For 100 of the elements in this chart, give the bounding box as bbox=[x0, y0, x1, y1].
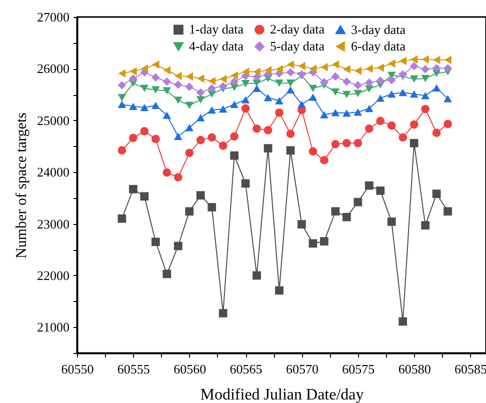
point bbox=[162, 270, 172, 278]
x-tick-label: 60565 bbox=[230, 362, 262, 376]
point bbox=[151, 86, 160, 94]
point bbox=[366, 64, 373, 73]
point bbox=[444, 207, 452, 216]
point bbox=[398, 88, 408, 96]
point bbox=[151, 102, 160, 110]
point bbox=[286, 86, 295, 94]
point bbox=[388, 59, 396, 68]
point bbox=[208, 133, 216, 142]
point bbox=[298, 100, 306, 108]
point bbox=[331, 207, 340, 216]
point bbox=[162, 112, 172, 119]
y-tick-label: 27000 bbox=[37, 10, 70, 24]
y-tick-label: 21000 bbox=[37, 320, 70, 335]
point bbox=[421, 92, 430, 100]
point bbox=[186, 72, 193, 81]
point bbox=[410, 138, 418, 148]
point bbox=[185, 207, 194, 216]
point bbox=[208, 76, 216, 86]
point bbox=[140, 104, 149, 112]
legend-label: 2-day data bbox=[270, 22, 325, 37]
point bbox=[264, 126, 272, 134]
point bbox=[218, 105, 228, 113]
point bbox=[342, 212, 351, 222]
point bbox=[140, 64, 148, 73]
legend-label: 3-day data bbox=[351, 22, 406, 37]
point bbox=[354, 81, 362, 90]
point bbox=[230, 77, 238, 86]
point bbox=[218, 142, 228, 150]
y-axis-title: Number of space targets bbox=[14, 112, 30, 258]
point bbox=[432, 128, 441, 137]
point bbox=[252, 72, 261, 82]
legend-label: 6-day data bbox=[351, 38, 406, 54]
point bbox=[174, 72, 182, 80]
point bbox=[129, 184, 138, 194]
point bbox=[298, 62, 306, 70]
point bbox=[364, 181, 374, 190]
point bbox=[151, 238, 160, 246]
point bbox=[252, 271, 261, 280]
point bbox=[320, 237, 328, 246]
point bbox=[308, 84, 318, 92]
y-tick-label: 25000 bbox=[37, 112, 70, 128]
point bbox=[252, 84, 261, 92]
point bbox=[151, 73, 160, 82]
point bbox=[410, 75, 418, 83]
point bbox=[286, 80, 295, 87]
point bbox=[364, 124, 374, 133]
point bbox=[230, 151, 238, 160]
point bbox=[376, 94, 385, 102]
point bbox=[399, 56, 406, 66]
point bbox=[241, 104, 250, 113]
point bbox=[421, 74, 430, 82]
point bbox=[320, 62, 328, 72]
point bbox=[398, 133, 408, 142]
point bbox=[387, 76, 396, 84]
point bbox=[376, 63, 384, 72]
x-tick-label: 60580 bbox=[398, 362, 431, 376]
point bbox=[309, 64, 317, 73]
point bbox=[162, 168, 172, 177]
point bbox=[242, 68, 250, 76]
point bbox=[286, 60, 294, 69]
point bbox=[410, 120, 418, 129]
point bbox=[320, 111, 328, 118]
y-tick-label: 22000 bbox=[37, 268, 70, 283]
point bbox=[286, 146, 295, 155]
point bbox=[432, 64, 441, 72]
point bbox=[286, 130, 295, 138]
point bbox=[331, 109, 340, 116]
legend-label: 5-day data bbox=[270, 38, 325, 54]
point bbox=[387, 90, 396, 98]
point bbox=[185, 148, 194, 158]
point bbox=[343, 65, 350, 74]
point bbox=[398, 70, 408, 79]
point bbox=[118, 214, 126, 223]
x-tick-label: 60550 bbox=[61, 362, 94, 376]
point bbox=[332, 60, 340, 69]
point bbox=[174, 80, 182, 89]
point bbox=[252, 80, 261, 87]
point bbox=[162, 87, 172, 95]
point bbox=[219, 74, 227, 84]
y-tick-label: 26000 bbox=[37, 61, 70, 76]
point bbox=[421, 65, 430, 74]
point bbox=[241, 179, 250, 188]
point bbox=[241, 96, 250, 104]
x-tick-label: 60560 bbox=[174, 362, 206, 376]
point bbox=[218, 82, 228, 90]
point bbox=[342, 138, 351, 148]
point bbox=[218, 309, 228, 318]
point bbox=[275, 97, 284, 104]
point bbox=[152, 60, 160, 69]
point bbox=[364, 104, 374, 112]
point bbox=[196, 74, 204, 83]
point bbox=[264, 94, 272, 102]
point bbox=[421, 221, 430, 230]
point bbox=[331, 72, 340, 81]
point bbox=[342, 110, 351, 117]
point bbox=[444, 64, 452, 72]
point bbox=[151, 134, 160, 144]
point bbox=[308, 239, 318, 248]
